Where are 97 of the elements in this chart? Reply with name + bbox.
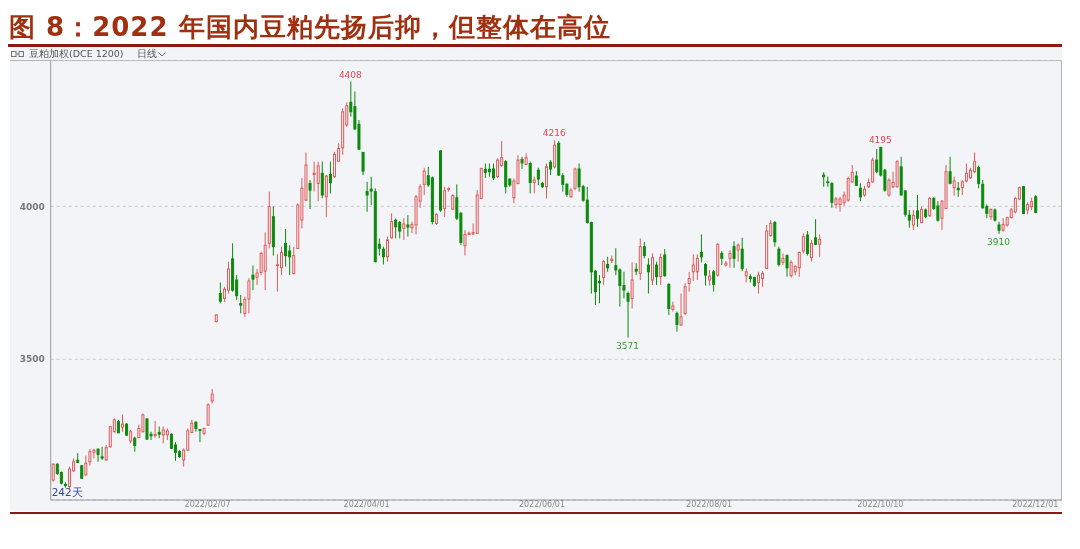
candlestick (655, 261, 659, 286)
candlestick (284, 228, 288, 268)
annotation: 4216 (542, 128, 566, 139)
candlestick (239, 294, 243, 314)
x-tick-label: 2022/02/07 (184, 499, 231, 509)
candlestick (846, 176, 850, 203)
annotation: 3910 (987, 236, 1011, 247)
candlestick (736, 242, 740, 263)
candlestick (545, 162, 548, 199)
text: 豆粕加权(DCE 1200) (29, 47, 124, 61)
candlestick (928, 196, 932, 218)
x-tick-label: 2022/10/10 (857, 499, 904, 509)
chart-title: 图 8：2022 年国内豆粕先扬后抑，但整体在高位 (9, 11, 611, 43)
candlestick (915, 194, 919, 228)
candlestick (948, 156, 952, 185)
candlestick (659, 252, 663, 286)
candlestick (712, 269, 716, 293)
text: 日线 (136, 47, 157, 61)
candlestick (830, 181, 834, 209)
candlestick (288, 244, 292, 276)
candlestick (663, 248, 667, 278)
candlestick (728, 249, 732, 269)
candlestick (463, 229, 467, 257)
candlestick (96, 447, 100, 463)
candlestick (740, 237, 744, 272)
candlestick (687, 271, 691, 293)
candlestick (280, 246, 283, 276)
candlestick (333, 151, 336, 179)
candlestick (320, 161, 324, 199)
candlestick (773, 220, 777, 248)
candlestick (691, 253, 695, 282)
candlestick (797, 251, 801, 278)
candlestick (292, 246, 296, 275)
candlestick (100, 446, 104, 461)
candlestick (777, 246, 781, 268)
candlestick (443, 186, 447, 218)
x-tick-label: 2022/06/01 (518, 499, 566, 509)
candlestick (406, 214, 410, 238)
candlestick (838, 196, 842, 213)
candlestick (324, 174, 328, 218)
annotation: 4408 (338, 69, 363, 80)
candlestick (206, 402, 210, 427)
candlestick (757, 271, 760, 294)
candlestick (781, 252, 785, 266)
candlestick (598, 274, 601, 304)
candlestick (936, 200, 940, 223)
candlestick (699, 233, 703, 263)
candlestick (328, 161, 332, 194)
x-tick-label: 2022/12/01 (1012, 499, 1059, 509)
candlestick (520, 156, 524, 170)
candlestick (308, 179, 312, 210)
candlestick (675, 311, 679, 333)
candlestick (671, 301, 675, 313)
candlestick (1001, 217, 1005, 233)
candlestick (814, 218, 818, 246)
candlestick (805, 230, 809, 257)
candlestick (218, 281, 222, 304)
candlestick (810, 239, 813, 263)
candlestick (251, 265, 255, 291)
candlestick (695, 253, 699, 281)
candlestick (785, 253, 789, 278)
candlestick (422, 167, 426, 196)
candlestick (911, 209, 915, 231)
candlestick (386, 236, 389, 263)
x-tick-label: 2022/08/01 (686, 499, 733, 509)
candlestick (51, 462, 55, 483)
candlestick (402, 217, 406, 241)
candlestick (496, 157, 500, 179)
candlestick (390, 212, 394, 239)
candlestick (153, 420, 157, 439)
candlestick (871, 157, 875, 183)
y-tick-label: 4000 (19, 201, 45, 212)
candlestick (651, 252, 654, 286)
annotation: 242天 (51, 486, 83, 499)
candlestick (316, 161, 320, 202)
candlestick (704, 262, 707, 287)
candlestick (801, 232, 805, 254)
annotation: 4195 (868, 134, 892, 145)
candlestick (84, 455, 88, 477)
candlestick (818, 233, 822, 258)
candlestick (528, 161, 532, 194)
candlestick (977, 165, 981, 189)
candlestick (952, 176, 956, 197)
candlestick (602, 259, 606, 286)
candlestick (275, 253, 279, 293)
candlestick (365, 181, 369, 213)
candlestick (553, 139, 557, 169)
candlestick (646, 257, 650, 294)
candlestick (618, 267, 622, 308)
y-tick-label: 3500 (19, 354, 45, 365)
candlestick (630, 261, 634, 309)
candlestick (312, 161, 316, 193)
candlestick (732, 240, 736, 269)
candlestick (875, 148, 879, 174)
x-tick-label: 2022/04/01 (343, 499, 390, 509)
candlestick (247, 277, 251, 314)
annotation: 3571 (616, 340, 640, 351)
